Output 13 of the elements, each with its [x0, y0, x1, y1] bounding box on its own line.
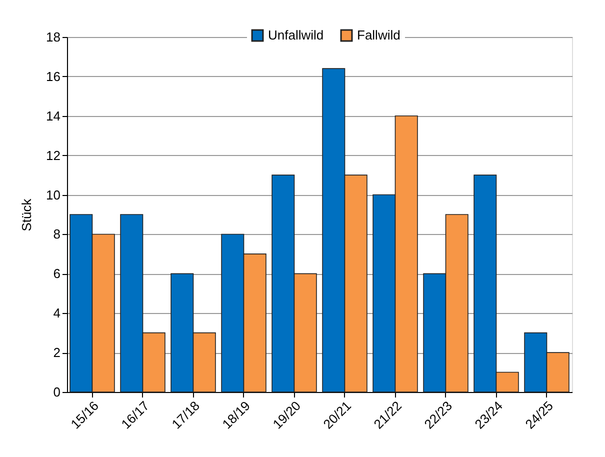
y-tick-label: 4: [53, 306, 60, 321]
y-axis-title: Stück: [19, 198, 34, 232]
legend-label: Unfallwild: [268, 28, 324, 43]
y-tick-label: 16: [46, 68, 60, 84]
legend-label: Fallwild: [357, 28, 400, 43]
y-tick-label: 2: [53, 345, 60, 360]
y-tick-label: 6: [53, 266, 60, 282]
y-tick-label: 18: [46, 30, 60, 44]
y-tick-label: 12: [46, 148, 60, 163]
y-tick-label: 8: [53, 226, 60, 242]
y-tick-label: 14: [46, 108, 60, 124]
y-tick-label: 0: [53, 384, 60, 400]
y-tick-label: 10: [46, 187, 60, 202]
